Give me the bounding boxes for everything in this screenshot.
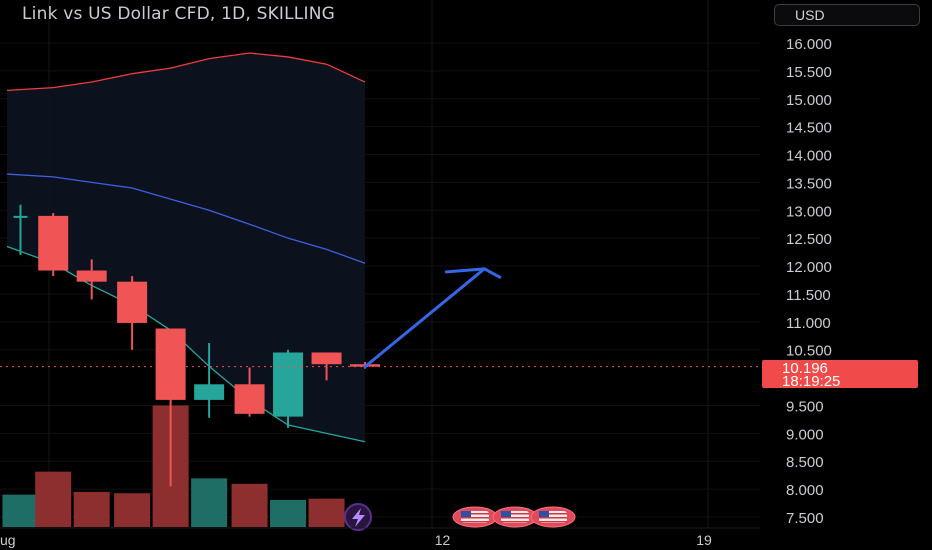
bollinger-bands: [6, 52, 366, 443]
chart-title: Link vs US Dollar CFD, 1D, SKILLING: [22, 4, 335, 24]
flag-stripe: [501, 521, 529, 523]
price-tick-label: 14.500: [786, 120, 832, 137]
currency-button[interactable]: USD: [774, 4, 920, 26]
drawings: [0, 267, 760, 531]
price-tick-label: 15.000: [786, 92, 832, 109]
price-tick-label: 11.000: [786, 315, 831, 332]
us-flag-icon: [530, 506, 576, 528]
time-axis[interactable]: ug 12 19: [0, 527, 760, 548]
lightning-icon: [344, 503, 372, 531]
band-lower-line: [6, 245, 366, 443]
flag-canton: [539, 511, 549, 517]
lightning-glyph: [352, 508, 365, 527]
price-tick-label: 9.500: [786, 398, 824, 415]
flag-stripe: [539, 513, 567, 515]
band-fill: [7, 53, 366, 442]
bar-countdown: 18:19:25: [782, 373, 841, 390]
volume-bar: [2, 494, 39, 527]
flag-canton: [501, 511, 511, 517]
candle-body: [117, 281, 148, 323]
price-tick-label: 8.500: [786, 454, 824, 471]
time-tick-label: 19: [696, 532, 712, 548]
price-axis-bg: [760, 0, 932, 550]
price-tick-label: 12.500: [786, 231, 832, 248]
price-tick-label: 13.000: [786, 203, 832, 220]
price-tick-label: 12.000: [786, 259, 832, 276]
us-flag-icon: [452, 506, 498, 528]
volume-bar: [35, 471, 72, 527]
flag-stripe: [461, 517, 489, 519]
flag-stripe: [461, 521, 489, 523]
time-tick-label: ug: [0, 532, 16, 548]
price-tick-label: 11.500: [786, 287, 831, 304]
candle-body: [38, 215, 69, 271]
last-price-value: 10.196: [782, 360, 828, 377]
flag-stripe: [501, 513, 529, 515]
candle-body: [194, 384, 225, 400]
volume-bar: [270, 500, 307, 527]
time-tick-label: 12: [435, 532, 451, 548]
volume-bar: [191, 478, 228, 527]
band-middle-line: [6, 173, 366, 264]
price-tick-label: 9.000: [786, 426, 824, 443]
flag-stripe: [501, 517, 529, 519]
last-price-tag: 10.196 18:19:25: [762, 360, 918, 390]
us-flag-icon: [492, 506, 538, 528]
price-tick-label: 13.500: [786, 175, 832, 192]
candle-body: [234, 384, 265, 414]
price-tick-label: 16.000: [786, 36, 832, 53]
volume-bar: [73, 491, 110, 527]
volume-bar: [114, 493, 151, 527]
flag-canton: [461, 511, 471, 517]
price-tick-label: 10.500: [786, 343, 832, 360]
arrow-head: [444, 267, 486, 274]
candle-body: [13, 215, 28, 218]
candles: [13, 204, 381, 487]
candle-body: [311, 352, 342, 365]
flag-stripe: [539, 521, 567, 523]
band-upper-line: [6, 52, 366, 92]
volume-bar: [308, 498, 345, 527]
price-tick-label: 14.000: [786, 148, 832, 165]
candle-body: [273, 352, 304, 417]
volume-bar: [231, 483, 268, 527]
candle-body: [76, 270, 107, 282]
price-tick-label: 7.500: [786, 510, 824, 527]
flag-stripe: [461, 513, 489, 515]
price-tick-label: 8.000: [786, 482, 824, 499]
candle-body: [155, 328, 186, 400]
price-axis[interactable]: 16.000 15.500 15.000 14.500 14.000 13.500 13.0…: [760, 0, 932, 550]
price-tick-label: 15.500: [786, 64, 832, 81]
flag-stripe: [539, 517, 567, 519]
